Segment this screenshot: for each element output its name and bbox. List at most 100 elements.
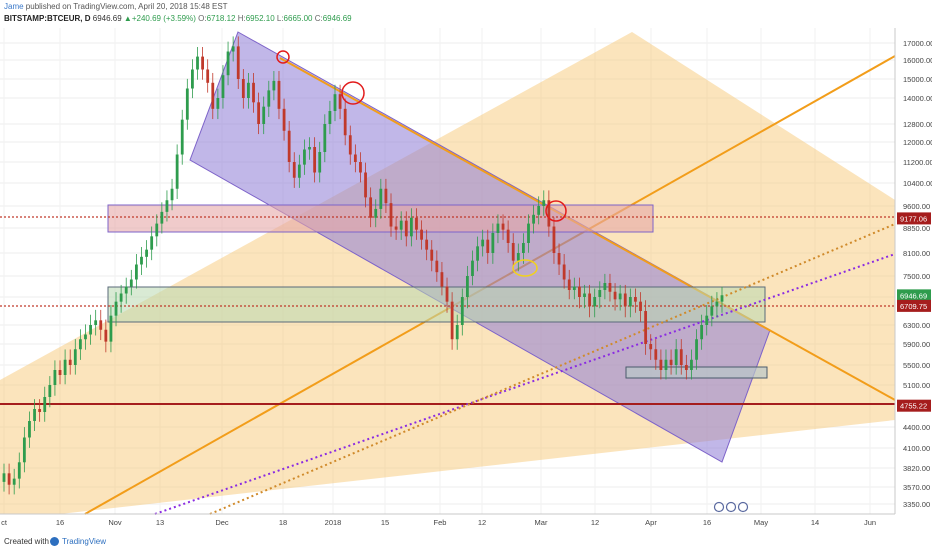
candle-body	[649, 344, 653, 350]
price-chart[interactable]: 17000.00 16000.00 15000.00 14000.00 12800.00…	[0, 0, 932, 534]
x-tick-label: 12	[591, 518, 599, 527]
y-tick-label: 15000.00	[903, 75, 932, 84]
footer: Created with TradingView	[0, 534, 932, 550]
candle-body	[557, 253, 561, 265]
candle-body	[705, 315, 709, 325]
candle-body	[384, 188, 388, 204]
candle-body	[196, 56, 199, 70]
candle-body	[287, 130, 291, 162]
candle-body	[491, 233, 495, 253]
open-label: O:	[198, 14, 207, 23]
candle-body	[404, 220, 408, 237]
candle-body	[353, 154, 357, 162]
candle-body	[180, 119, 184, 155]
chart-header: Jame published on TradingView.com, April…	[0, 0, 932, 28]
candle-body	[297, 164, 301, 178]
candle-body	[206, 69, 210, 83]
y-tick-label: 12800.00	[903, 120, 932, 129]
candle-body	[720, 295, 724, 302]
candle-body	[226, 51, 230, 76]
candle-body	[145, 249, 148, 257]
event-icon[interactable]	[713, 501, 725, 513]
high-label: H:	[237, 14, 246, 23]
candle-body	[506, 229, 510, 243]
candle-body	[53, 370, 57, 385]
candle-body	[38, 409, 42, 412]
x-axis: ct 16 Nov 13 Dec 18 2018 15 Feb 12 Mar 12 Apr 16 May 14…	[1, 518, 876, 527]
created-with-text: Created with	[4, 537, 49, 546]
event-icon[interactable]	[737, 501, 749, 513]
candle-body	[598, 290, 602, 297]
tradingview-logo-icon	[50, 537, 59, 546]
candle-body	[216, 98, 220, 109]
candle-body	[134, 264, 138, 280]
top-circle-1	[276, 50, 290, 64]
candle-body	[124, 286, 128, 294]
candle-body	[48, 385, 52, 397]
candle-body	[654, 349, 658, 360]
price-change: ▲+240.69 (+3.59%)	[123, 14, 196, 23]
candle-body	[628, 297, 632, 307]
purple-dotted-trend	[154, 253, 896, 515]
candle-body	[89, 325, 92, 335]
candle-body	[690, 359, 693, 370]
x-tick-label: 12	[478, 518, 486, 527]
candle-body	[639, 301, 642, 311]
y-tick-label: 3820.00	[903, 464, 930, 473]
price-marker-box	[897, 399, 931, 412]
y-axis: 17000.00 16000.00 15000.00 14000.00 12800.00…	[903, 39, 932, 509]
candle-body	[613, 291, 617, 300]
price-markers: 9177.06 6946.69 6709.75 4755.22	[897, 212, 931, 412]
candle-body	[313, 147, 317, 173]
x-tick-label: 14	[811, 518, 819, 527]
candle-body	[547, 200, 551, 227]
x-tick-label: 16	[56, 518, 64, 527]
candle-body	[257, 102, 261, 124]
candle-body	[328, 111, 332, 124]
candle-body	[277, 80, 281, 109]
price-marker: 9177.06	[897, 212, 931, 225]
candle-body	[364, 172, 367, 198]
y-tick-label: 8850.00	[903, 224, 930, 233]
x-tick-label: 2018	[325, 518, 342, 527]
candle-body	[562, 264, 566, 280]
candle-body	[572, 286, 576, 290]
candle-body	[185, 88, 189, 120]
candle-body	[252, 82, 255, 103]
y-tick-label: 14000.00	[903, 94, 932, 103]
candle-body	[684, 365, 688, 370]
x-tick-label: ct	[1, 518, 8, 527]
low-value: 6665.00	[283, 14, 313, 23]
candle-body	[150, 236, 154, 250]
candle-body	[2, 473, 6, 482]
price-marker-label: 4755.22	[900, 402, 927, 411]
candle-body	[394, 226, 398, 230]
candle-body	[175, 154, 179, 189]
candle-body	[308, 147, 311, 150]
candle-body	[333, 94, 337, 111]
candle-body	[476, 246, 479, 261]
top-circle-3	[545, 200, 567, 222]
candle-body	[359, 162, 362, 173]
candle-body	[303, 149, 306, 165]
candle-body	[415, 217, 418, 230]
candle-body	[618, 293, 622, 300]
author-name[interactable]: Jame	[4, 2, 24, 11]
candle-body	[58, 370, 62, 375]
event-icon[interactable]	[725, 501, 737, 513]
candle-body	[450, 301, 454, 340]
ohlc-line: BITSTAMP:BTCEUR, D 6946.69 ▲+240.69 (+3.…	[4, 14, 352, 23]
tradingview-link[interactable]: TradingView	[62, 537, 107, 546]
candle-body	[17, 462, 21, 479]
candle-body	[537, 206, 541, 215]
y-tick-label: 7500.00	[903, 272, 930, 281]
candle-body	[323, 124, 327, 152]
candle-body	[343, 108, 347, 136]
candle-body	[379, 188, 383, 209]
candle-body	[501, 223, 505, 230]
candle-body	[63, 359, 67, 375]
x-tick-label: Mar	[535, 518, 548, 527]
y-tick-label: 5100.00	[903, 381, 930, 390]
candle-body	[282, 108, 286, 131]
candle-body	[22, 437, 26, 463]
